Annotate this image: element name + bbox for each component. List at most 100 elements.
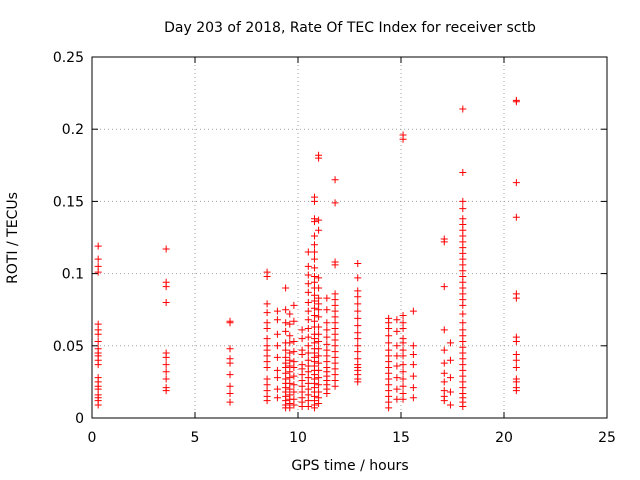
y-tick-label: 0.05: [53, 339, 84, 355]
data-point: [273, 353, 281, 361]
x-tick-labels: 0 5 10 15 20 25: [88, 430, 616, 446]
data-point: [440, 346, 448, 354]
data-point: [282, 306, 290, 314]
data-point: [323, 294, 331, 302]
data-point: [399, 375, 407, 383]
y-axis-label: ROTI / TECUs: [5, 192, 21, 284]
data-point: [331, 199, 339, 207]
data-point: [226, 389, 234, 397]
data-point: [263, 309, 271, 317]
data-point: [304, 298, 312, 306]
data-point: [226, 345, 234, 353]
data-point: [282, 284, 290, 292]
data-point: [162, 375, 170, 383]
x-tick-label: 15: [392, 430, 410, 446]
data-point: [304, 307, 312, 315]
data-point: [399, 135, 407, 143]
x-tick-label: 20: [495, 430, 513, 446]
data-point: [399, 352, 407, 360]
data-point: [315, 226, 323, 234]
data-point: [290, 372, 298, 380]
data-point: [323, 306, 331, 314]
data-point: [273, 394, 281, 402]
data-point: [290, 301, 298, 309]
data-point: [273, 374, 281, 382]
data-point: [354, 314, 362, 322]
data-point: [263, 397, 271, 405]
data-point: [290, 381, 298, 389]
data-point: [263, 272, 271, 280]
data-point: [331, 382, 339, 390]
data-point: [290, 363, 298, 371]
data-point: [440, 283, 448, 291]
data-point: [459, 105, 467, 113]
data-point: [162, 387, 170, 395]
data-point: [354, 293, 362, 301]
data-point: [315, 337, 323, 345]
data-point: [310, 241, 318, 249]
data-point: [226, 319, 234, 327]
data-point: [298, 335, 306, 343]
data-point: [94, 268, 102, 276]
data-point: [315, 216, 323, 224]
data-point: [162, 298, 170, 306]
data-point: [286, 332, 294, 340]
y-tick-labels: 0 0.05 0.1 0.15 0.2 0.25: [53, 50, 84, 427]
data-point: [399, 382, 407, 390]
data-point: [226, 359, 234, 367]
data-point: [315, 330, 323, 338]
data-point: [409, 361, 417, 369]
data-point: [298, 402, 306, 410]
data-point: [446, 388, 454, 396]
data-point: [304, 342, 312, 350]
data-point: [440, 326, 448, 334]
data-point: [310, 197, 318, 205]
data-point: [290, 348, 298, 356]
data-point: [315, 274, 323, 282]
data-point: [310, 218, 318, 226]
data-point: [393, 316, 401, 324]
data-point: [393, 327, 401, 335]
data-point: [409, 307, 417, 315]
chart-title: Day 203 of 2018, Rate Of TEC Index for r…: [164, 20, 536, 36]
data-point: [162, 353, 170, 361]
data-point: [409, 372, 417, 380]
data-point: [290, 317, 298, 325]
data-point: [399, 324, 407, 332]
data-point: [304, 349, 312, 357]
x-axis-label: GPS time / hours: [291, 458, 408, 474]
data-point: [94, 361, 102, 369]
data-point: [459, 301, 467, 309]
data-point: [286, 404, 294, 412]
data-point: [399, 395, 407, 403]
data-point: [354, 300, 362, 308]
data-point: [354, 307, 362, 315]
data-point: [512, 356, 520, 364]
data-point: [310, 255, 318, 263]
data-point: [399, 339, 407, 347]
data-point: [273, 342, 281, 350]
data-point: [310, 404, 318, 412]
data-point: [304, 316, 312, 324]
data-point: [315, 323, 323, 331]
data-point: [393, 352, 401, 360]
data-point: [315, 352, 323, 360]
data-point: [226, 371, 234, 379]
data-point: [409, 384, 417, 392]
data-point: [226, 398, 234, 406]
data-point: [315, 313, 323, 321]
data-point: [459, 319, 467, 327]
data-point: [162, 283, 170, 291]
data-point: [512, 363, 520, 371]
grid-lines: [92, 57, 607, 418]
data-point: [315, 400, 323, 408]
data-point: [310, 297, 318, 305]
data-point: [440, 397, 448, 405]
data-point: [273, 307, 281, 315]
y-tick-label: 0.25: [53, 50, 84, 66]
data-point: [273, 330, 281, 338]
data-point: [354, 322, 362, 330]
data-point: [290, 388, 298, 396]
axis-ticks: [91, 56, 608, 419]
data-point: [512, 179, 520, 187]
